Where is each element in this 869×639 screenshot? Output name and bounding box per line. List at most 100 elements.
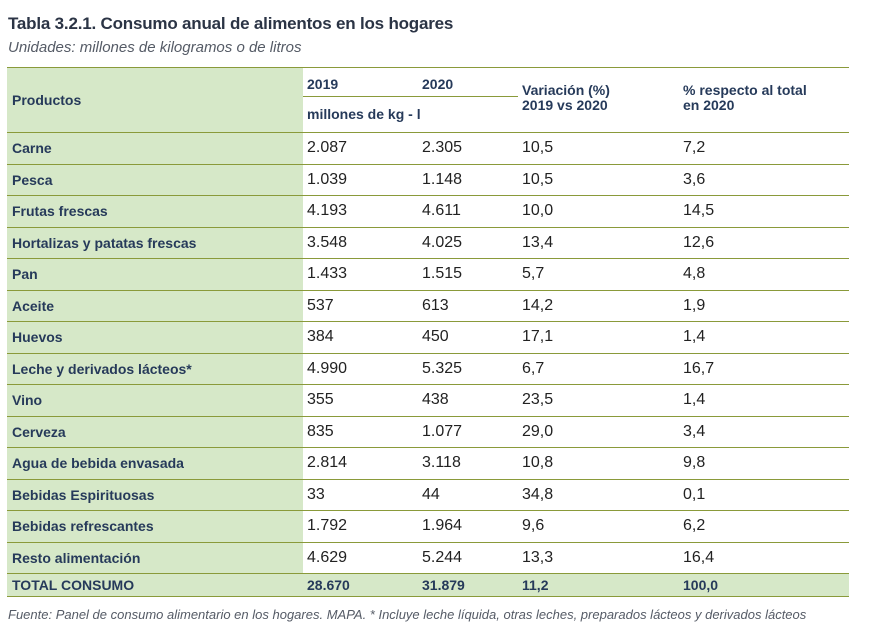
- total-cell-2020: 31.879: [418, 573, 518, 597]
- table-row: Resto alimentación 4.629 5.244 13,3 16,4: [7, 542, 849, 574]
- cell-pct-total: 1,4: [679, 321, 849, 354]
- table-row: Aceite 537 613 14,2 1,9: [7, 290, 849, 322]
- cell-pct-total: 7,2: [679, 132, 849, 165]
- cell-2020: 44: [418, 479, 518, 511]
- cell-producto: Aceite: [7, 290, 303, 322]
- table-row: Leche y derivados lácteos* 4.990 5.325 6,7 1…: [7, 353, 849, 385]
- table-body: Carne 2.087 2.305 10,5 7,2 Pesca 1.039 1.148 10,…: [7, 132, 849, 597]
- cell-2019: 537: [303, 290, 418, 322]
- cell-pct-total: 1,4: [679, 384, 849, 417]
- total-cell-2019: 28.670: [303, 573, 418, 597]
- cell-2020: 5.325: [418, 353, 518, 385]
- cell-producto: Agua de bebida envasada: [7, 447, 303, 480]
- table-row: Agua de bebida envasada 2.814 3.118 10,8 9,8: [7, 447, 849, 480]
- cell-2020: 1.964: [418, 510, 518, 543]
- header-variacion: Variación (%) 2019 vs 2020: [518, 67, 679, 133]
- cell-2020: 4.025: [418, 227, 518, 259]
- cell-pct-total: 16,7: [679, 353, 849, 385]
- cell-2020: 438: [418, 384, 518, 417]
- cell-variacion: 10,0: [518, 195, 679, 228]
- header-variacion-line2: 2019 vs 2020: [522, 97, 608, 113]
- cell-variacion: 13,4: [518, 227, 679, 259]
- table-row: Vino 355 438 23,5 1,4: [7, 384, 849, 417]
- cell-2019: 835: [303, 416, 418, 448]
- header-pct-total: % respecto al total en 2020: [679, 67, 849, 133]
- table-row: Frutas frescas 4.193 4.611 10,0 14,5: [7, 195, 849, 228]
- cell-2019: 3.548: [303, 227, 418, 259]
- header-2020: 2020: [418, 67, 518, 97]
- cell-2019: 4.193: [303, 195, 418, 228]
- cell-pct-total: 16,4: [679, 542, 849, 574]
- cell-producto: Vino: [7, 384, 303, 417]
- cell-variacion: 10,5: [518, 164, 679, 196]
- cell-producto: Pan: [7, 258, 303, 291]
- table-row: Bebidas Espirituosas 33 44 34,8 0,1: [7, 479, 849, 511]
- data-table: Productos 2019 2020 Variación (%) 2019 v…: [7, 67, 849, 597]
- cell-2019: 355: [303, 384, 418, 417]
- cell-2020: 2.305: [418, 132, 518, 165]
- cell-2020: 5.244: [418, 542, 518, 574]
- cell-producto: Bebidas refrescantes: [7, 510, 303, 543]
- table-row: Cerveza 835 1.077 29,0 3,4: [7, 416, 849, 448]
- cell-2019: 4.990: [303, 353, 418, 385]
- consumption-table: Productos 2019 2020 Variación (%) 2019 v…: [7, 67, 849, 597]
- table-row: Pan 1.433 1.515 5,7 4,8: [7, 258, 849, 291]
- header-variacion-line1: Variación (%): [522, 82, 610, 98]
- cell-2020: 1.077: [418, 416, 518, 448]
- cell-producto: Resto alimentación: [7, 542, 303, 574]
- cell-variacion: 6,7: [518, 353, 679, 385]
- cell-2020: 3.118: [418, 447, 518, 480]
- cell-variacion: 29,0: [518, 416, 679, 448]
- cell-pct-total: 1,9: [679, 290, 849, 322]
- cell-pct-total: 4,8: [679, 258, 849, 291]
- cell-producto: Cerveza: [7, 416, 303, 448]
- header-pct-line1: % respecto al total: [683, 82, 807, 98]
- cell-pct-total: 3,6: [679, 164, 849, 196]
- cell-producto: Hortalizas y patatas frescas: [7, 227, 303, 259]
- cell-2020: 1.515: [418, 258, 518, 291]
- cell-variacion: 13,3: [518, 542, 679, 574]
- header-productos: Productos: [7, 67, 303, 133]
- cell-producto: Frutas frescas: [7, 195, 303, 228]
- cell-variacion: 14,2: [518, 290, 679, 322]
- cell-2019: 1.792: [303, 510, 418, 543]
- header-units-row: millones de kg - l: [7, 96, 849, 133]
- cell-variacion: 23,5: [518, 384, 679, 417]
- table-row: Carne 2.087 2.305 10,5 7,2: [7, 132, 849, 165]
- cell-pct-total: 0,1: [679, 479, 849, 511]
- total-cell-producto: TOTAL CONSUMO: [7, 573, 303, 597]
- cell-variacion: 9,6: [518, 510, 679, 543]
- cell-2019: 1.433: [303, 258, 418, 291]
- table-title: Tabla 3.2.1. Consumo anual de alimentos …: [8, 14, 454, 33]
- cell-pct-total: 9,8: [679, 447, 849, 480]
- cell-2020: 613: [418, 290, 518, 322]
- table-row: Hortalizas y patatas frescas 3.548 4.025 13…: [7, 227, 849, 259]
- cell-pct-total: 3,4: [679, 416, 849, 448]
- cell-2020: 1.148: [418, 164, 518, 196]
- cell-variacion: 5,7: [518, 258, 679, 291]
- header-pct-line2: en 2020: [683, 97, 735, 113]
- cell-producto: Leche y derivados lácteos*: [7, 353, 303, 385]
- footnote: Fuente: Panel de consumo alimentario en …: [8, 607, 807, 622]
- header-units: millones de kg - l: [303, 96, 518, 133]
- cell-producto: Pesca: [7, 164, 303, 196]
- table-row: Pesca 1.039 1.148 10,5 3,6: [7, 164, 849, 196]
- cell-producto: Bebidas Espirituosas: [7, 479, 303, 511]
- cell-variacion: 10,5: [518, 132, 679, 165]
- cell-2019: 2.814: [303, 447, 418, 480]
- total-cell-variacion: 11,2: [518, 573, 679, 597]
- cell-variacion: 10,8: [518, 447, 679, 480]
- table-subtitle: Unidades: millones de kilogramos o de li…: [8, 39, 302, 56]
- cell-2019: 2.087: [303, 132, 418, 165]
- cell-2019: 33: [303, 479, 418, 511]
- cell-2019: 1.039: [303, 164, 418, 196]
- cell-2020: 450: [418, 321, 518, 354]
- cell-pct-total: 12,6: [679, 227, 849, 259]
- cell-variacion: 34,8: [518, 479, 679, 511]
- header-2019: 2019: [303, 67, 418, 97]
- cell-2019: 384: [303, 321, 418, 354]
- header-row: Productos 2019 2020 Variación (%) 2019 v…: [7, 67, 849, 133]
- table-row: Huevos 384 450 17,1 1,4: [7, 321, 849, 354]
- table-row: Bebidas refrescantes 1.792 1.964 9,6 6,2: [7, 510, 849, 543]
- cell-2019: 4.629: [303, 542, 418, 574]
